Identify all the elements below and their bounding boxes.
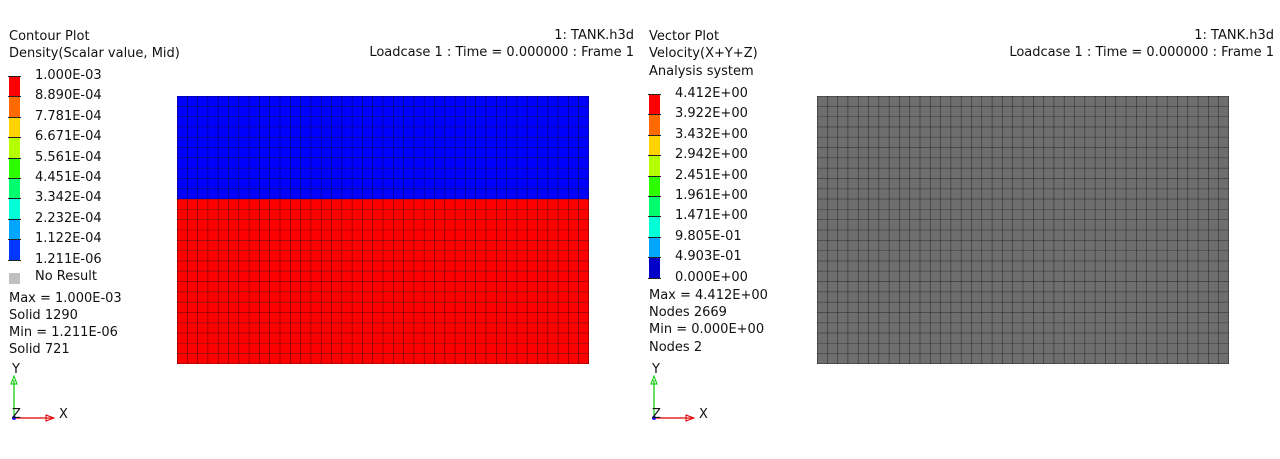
left-plot-type: Contour Plot — [9, 29, 90, 44]
left-axis-triad: Y Z X — [8, 360, 78, 425]
right-min-entity: Nodes 2 — [649, 340, 703, 355]
right-viewport[interactable]: Vector Plot Velocity(X+Y+Z) Analysis sys… — [640, 0, 1280, 459]
right-max-entity: Nodes 2669 — [649, 305, 727, 320]
legend-tick — [8, 157, 21, 159]
left-loadcase-title: Loadcase 1 : Time = 0.000000 : Frame 1 — [369, 45, 634, 60]
legend-tick — [8, 76, 21, 77]
legend-color-band — [9, 137, 20, 158]
legend-value: 1.211E-06 — [35, 251, 102, 267]
legend-value: 4.412E+00 — [675, 86, 748, 101]
legend-tick — [648, 134, 661, 136]
no-result-label: No Result — [35, 269, 97, 284]
left-min-value: Min = 1.211E-06 — [9, 325, 118, 340]
legend-tick — [8, 259, 21, 261]
legend-value: 2.942E+00 — [675, 147, 748, 163]
legend-value: 5.561E-04 — [35, 149, 102, 165]
legend-color-band — [9, 96, 20, 117]
left-min-entity: Solid 721 — [9, 342, 70, 357]
legend-value: 1.122E-04 — [35, 231, 102, 247]
legend-color-band — [9, 178, 20, 199]
legend-color-band — [649, 257, 660, 278]
left-axis-y-label: Y — [12, 362, 20, 377]
legend-tick — [8, 218, 21, 220]
right-system-label: Analysis system — [649, 64, 754, 79]
legend-value: 2.232E-04 — [35, 210, 102, 226]
legend-value: 9.805E-01 — [675, 228, 742, 244]
legend-color-band — [9, 239, 20, 260]
legend-value: 1.471E+00 — [675, 208, 748, 224]
legend-value: 7.781E-04 — [35, 108, 102, 124]
right-result-type: Velocity(X+Y+Z) — [649, 46, 758, 61]
right-loadcase-title: Loadcase 1 : Time = 0.000000 : Frame 1 — [1009, 45, 1274, 60]
left-max-entity: Solid 1290 — [9, 308, 78, 323]
legend-tick — [648, 216, 661, 218]
legend-color-band — [649, 216, 660, 237]
legend-color-band — [649, 114, 660, 135]
right-axis-z-label: Z — [652, 407, 661, 422]
legend-color-band — [649, 236, 660, 258]
legend-value: 0.000E+00 — [675, 269, 748, 285]
legend-tick — [648, 155, 661, 157]
legend-tick — [648, 257, 661, 259]
legend-tick — [648, 277, 661, 279]
legend-color-band — [649, 196, 660, 217]
legend-value: 1.000E-03 — [35, 68, 102, 83]
left-max-value: Max = 1.000E-03 — [9, 291, 122, 306]
right-axis-triad: Y Z X — [648, 360, 718, 425]
right-max-value: Max = 4.412E+00 — [649, 288, 768, 303]
legend-tick — [648, 94, 661, 95]
left-tank-mesh[interactable] — [177, 96, 589, 364]
legend-value: 4.903E-01 — [675, 249, 742, 265]
legend-color-band — [9, 116, 20, 138]
right-tank-mesh[interactable] — [817, 96, 1229, 364]
left-axis-x-label: X — [59, 407, 68, 422]
legend-tick — [8, 96, 21, 98]
legend-tick — [648, 196, 661, 197]
legend-value: 2.451E+00 — [675, 167, 748, 183]
right-axis-y-label: Y — [652, 362, 660, 377]
legend-value: 4.451E-04 — [35, 170, 102, 185]
legend-value: 8.890E-04 — [35, 88, 102, 104]
legend-tick — [8, 198, 21, 200]
legend-value: 6.671E-04 — [35, 129, 102, 145]
legend-color-band — [9, 218, 20, 240]
right-model-title: 1: TANK.h3d — [1194, 28, 1274, 43]
legend-value: 3.432E+00 — [675, 126, 748, 142]
right-plot-type: Vector Plot — [649, 29, 720, 44]
right-min-value: Min = 0.000E+00 — [649, 322, 765, 337]
legend-tick — [648, 114, 661, 116]
legend-tick — [8, 137, 21, 139]
no-result-swatch — [9, 273, 20, 284]
legend-value: 3.342E-04 — [35, 190, 102, 206]
legend-tick — [8, 178, 21, 179]
legend-tick — [8, 239, 21, 241]
right-axis-x-label: X — [699, 407, 708, 422]
legend-color-band — [649, 155, 660, 176]
left-result-type: Density(Scalar value, Mid) — [9, 46, 180, 61]
legend-value: 1.961E+00 — [675, 188, 748, 203]
legend-value: 3.922E+00 — [675, 106, 748, 122]
left-viewport[interactable]: Contour Plot Density(Scalar value, Mid) … — [0, 0, 640, 459]
legend-color-band — [649, 134, 660, 156]
legend-tick — [8, 116, 21, 118]
legend-color-band — [9, 198, 20, 219]
legend-color-band — [649, 94, 660, 115]
left-model-title: 1: TANK.h3d — [554, 28, 634, 43]
legend-color-band — [649, 175, 660, 196]
legend-tick — [648, 236, 661, 238]
left-axis-z-label: Z — [12, 407, 21, 422]
legend-color-band — [9, 76, 20, 97]
legend-color-band — [9, 157, 20, 178]
legend-tick — [648, 175, 661, 177]
